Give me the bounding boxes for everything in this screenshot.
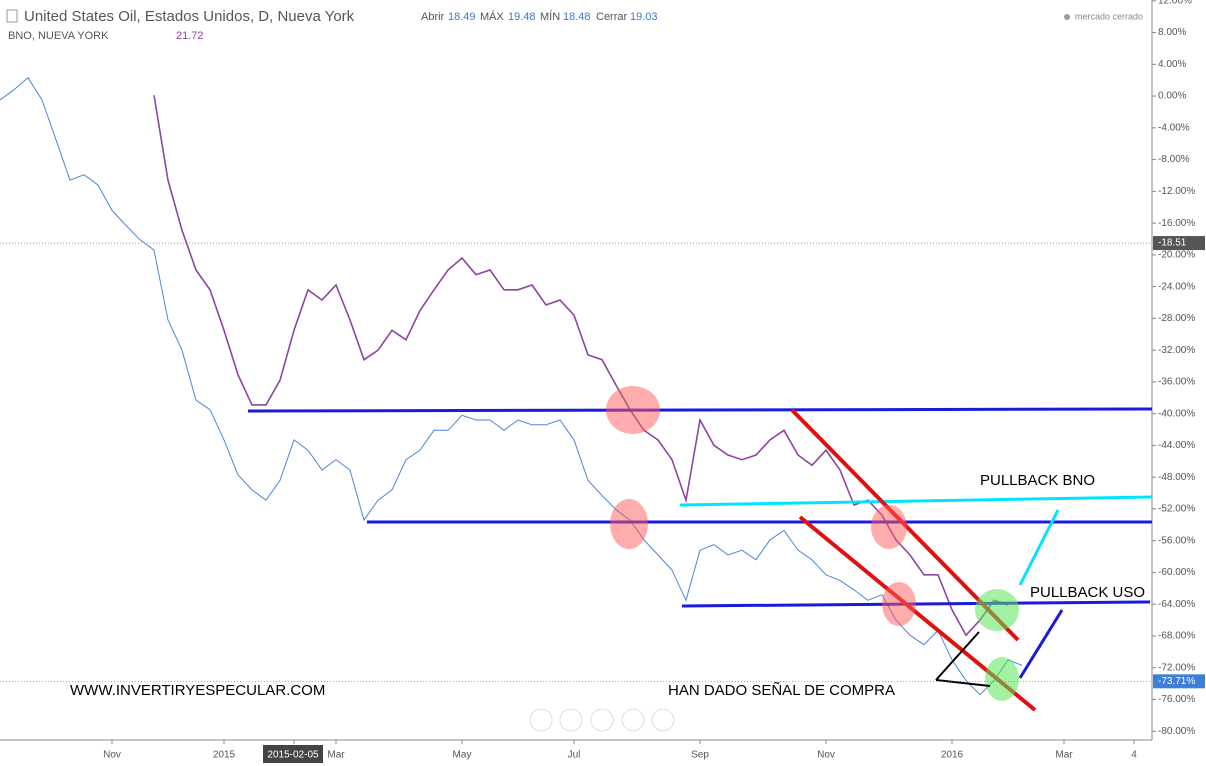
ohlc-value: 18.49 (448, 11, 476, 23)
y-tick-label: -68.00% (1158, 631, 1195, 642)
y-tick-label: 8.00% (1158, 27, 1186, 38)
arrow (1018, 509, 1060, 586)
annotation: PULLBACK USO (1030, 584, 1145, 601)
y-tick-label: 0.00% (1158, 91, 1186, 102)
ohlc-label: MÁX (480, 10, 505, 23)
price-badge-label: -73.71% (1158, 676, 1195, 687)
y-tick-label: -76.00% (1158, 694, 1195, 705)
highlight (882, 582, 916, 626)
x-tick-label: 2016 (941, 750, 964, 761)
market-status: mercado cerrado (1075, 11, 1143, 21)
y-tick-label: -60.00% (1158, 567, 1195, 578)
zoom-button[interactable] (529, 708, 553, 732)
zoom-button[interactable] (651, 708, 675, 732)
price-badge-label: -18.51 (1158, 238, 1187, 249)
support-line (679, 495, 1153, 507)
highlight (975, 589, 1019, 631)
y-tick-label: 4.00% (1158, 59, 1186, 70)
x-tick-label: May (453, 750, 472, 761)
zoom-controls (529, 708, 675, 732)
arrow (1018, 609, 1064, 679)
y-tick-label: -4.00% (1158, 122, 1190, 133)
y-tick-label: -40.00% (1158, 408, 1195, 419)
icon[interactable] (6, 9, 18, 23)
arrow (935, 631, 980, 681)
highlight (606, 386, 660, 434)
y-tick-label: -64.00% (1158, 599, 1195, 610)
y-tick-label: -52.00% (1158, 504, 1195, 515)
highlight (871, 505, 907, 549)
drawings (247, 386, 1153, 732)
y-tick-label: -20.00% (1158, 250, 1195, 261)
y-tick-label: -44.00% (1158, 440, 1195, 451)
ohlc-label: MÍN (540, 10, 560, 23)
y-tick-label: -36.00% (1158, 377, 1195, 388)
series-line (0, 77, 1023, 696)
x-tick-label: Mar (1055, 750, 1073, 761)
y-tick-label: -24.00% (1158, 281, 1195, 292)
highlight (985, 657, 1019, 701)
y-tick-label: -72.00% (1158, 662, 1195, 673)
x-tick-label: 2015 (213, 750, 236, 761)
x-tick-label: Mar (327, 750, 345, 761)
y-tick-label: -80.00% (1158, 726, 1195, 737)
highlight (610, 499, 648, 549)
y-tick-label: -56.00% (1158, 535, 1195, 546)
support-line (247, 407, 1153, 413)
y-tick-label: -8.00% (1158, 154, 1190, 165)
ohlc-value: 18.48 (563, 11, 591, 23)
y-tick-label: -48.00% (1158, 472, 1195, 483)
zoom-button[interactable] (621, 708, 645, 732)
ohlc-value: 19.48 (508, 11, 536, 23)
ohlc-value: 19.03 (630, 11, 658, 23)
symbol-title: United States Oil, Estados Unidos, D, Nu… (24, 8, 355, 25)
zoom-button[interactable] (559, 708, 583, 732)
y-tick-label: -28.00% (1158, 313, 1195, 324)
price-badge (1153, 674, 1205, 689)
x-tick-label: Jul (568, 750, 581, 761)
x-tick-label: Nov (817, 750, 835, 761)
y-tick-label: -16.00% (1158, 218, 1195, 229)
x-tick-label: Sep (691, 750, 709, 761)
compare-label: BNO, NUEVA YORK (8, 30, 109, 42)
annotation: WWW.INVERTIRYESPECULAR.COM (70, 682, 325, 699)
crosshair-label-bg (263, 745, 323, 763)
zoom-button[interactable] (590, 708, 614, 732)
x-tick-label: Nov (103, 750, 121, 761)
annotation: PULLBACK BNO (980, 472, 1095, 489)
status-dot (1064, 14, 1070, 20)
compare-value: 21.72 (176, 30, 204, 42)
y-tick-label: -32.00% (1158, 345, 1195, 356)
ohlc-label: Cerrar (596, 11, 628, 23)
y-tick-label: 12.00% (1158, 0, 1192, 6)
ohlc-label: Abrir (421, 11, 445, 23)
y-tick-label: -12.00% (1158, 186, 1195, 197)
annotation: HAN DADO SEÑAL DE COMPRA (668, 682, 895, 699)
price-badge (1153, 236, 1205, 251)
x-tick-label: 4 (1131, 750, 1137, 761)
x-tick-label: 2015-02-05 (267, 750, 319, 761)
